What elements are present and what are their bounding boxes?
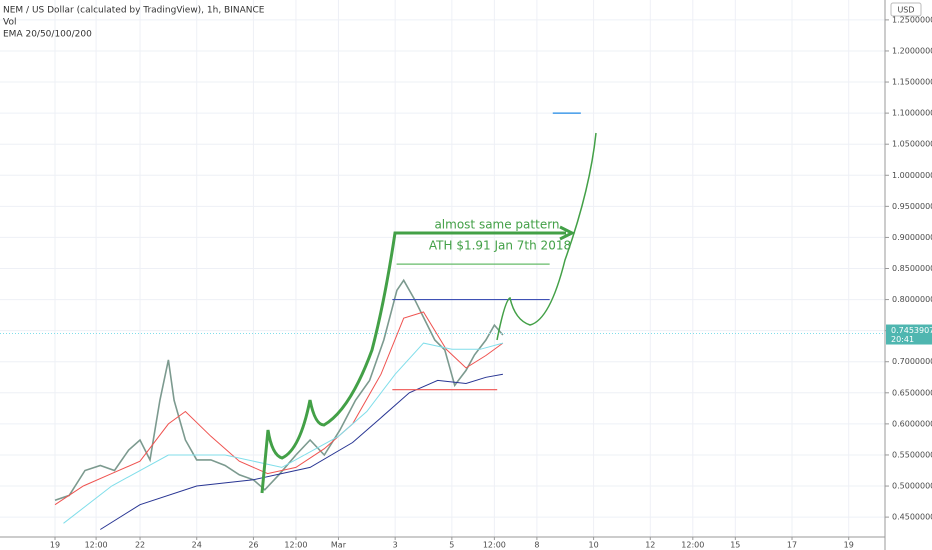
x-tick-label: 26 [248, 541, 258, 550]
countdown: 20:41 [891, 335, 914, 344]
x-tick-label: 15 [730, 541, 740, 550]
y-tick-label: 1.15000000 [892, 78, 932, 87]
x-tick-label: 5 [449, 541, 454, 550]
y-tick-label: 0.55000000 [892, 450, 932, 459]
x-tick-label: Mar [331, 541, 347, 550]
x-tick-label: 12:00 [681, 541, 704, 550]
x-tick-label: 3 [393, 541, 398, 550]
y-tick-label: 0.90000000 [892, 233, 932, 242]
y-tick-label: 0.45000000 [892, 513, 932, 522]
y-tick-label: 1.00000000 [892, 171, 932, 180]
x-tick-label: 12:00 [85, 541, 108, 550]
arrow-head [559, 225, 576, 241]
y-tick-label: 0.60000000 [892, 419, 932, 428]
y-tick-label: 1.20000000 [892, 46, 932, 55]
x-tick-label: 12 [645, 541, 655, 550]
y-tick-label: 0.95000000 [892, 202, 932, 211]
x-tick-label: 24 [192, 541, 202, 550]
legend-item: Vol [3, 18, 16, 28]
annotation: almost same pattern [434, 218, 559, 232]
legend-item: EMA 20/50/100/200 [3, 30, 92, 40]
y-tick-label: 0.80000000 [892, 295, 932, 304]
y-tick-label: 0.70000000 [892, 357, 932, 366]
x-tick-label: 17 [787, 541, 797, 550]
y-tick-label: 1.10000000 [892, 109, 932, 118]
last-price-label: 0.74539070 [891, 326, 932, 335]
x-tick-label: 8 [534, 541, 539, 550]
last-price-box [886, 324, 932, 345]
series-line [54, 278, 504, 502]
currency-box [890, 2, 922, 17]
projection-drawing [496, 132, 597, 341]
x-tick-label: 12:00 [284, 541, 307, 550]
x-tick-label: 22 [135, 541, 145, 550]
x-tick-label: 19 [844, 541, 854, 550]
annotation: ATH $1.91 Jan 7th 2018 [429, 239, 571, 253]
series-line [63, 342, 504, 524]
pattern-drawing [260, 231, 566, 494]
x-tick-label: 12:00 [483, 541, 506, 550]
x-tick-label: 19 [50, 541, 60, 550]
y-tick-label: 0.50000000 [892, 482, 932, 491]
symbol-title: NEM / US Dollar (calculated by TradingVi… [3, 6, 265, 16]
currency: USD [897, 6, 914, 15]
y-tick-label: 0.85000000 [892, 264, 932, 273]
series-line [54, 311, 504, 506]
y-tick-label: 1.05000000 [892, 140, 932, 149]
y-tick-label: 1.25000000 [892, 15, 932, 24]
y-tick-label: 0.65000000 [892, 388, 932, 397]
x-tick-label: 10 [588, 541, 598, 550]
series-line [100, 373, 503, 530]
plot [0, 112, 885, 530]
